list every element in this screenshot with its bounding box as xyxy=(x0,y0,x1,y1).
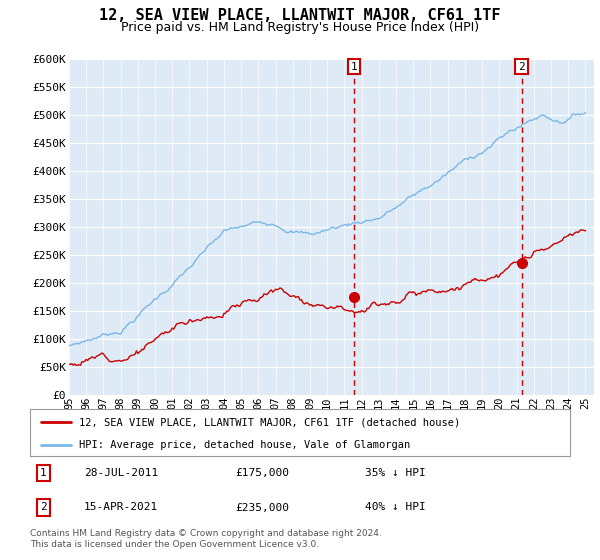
Text: 2: 2 xyxy=(40,502,47,512)
Text: 12, SEA VIEW PLACE, LLANTWIT MAJOR, CF61 1TF (detached house): 12, SEA VIEW PLACE, LLANTWIT MAJOR, CF61… xyxy=(79,417,460,427)
Text: 15-APR-2021: 15-APR-2021 xyxy=(84,502,158,512)
Text: 2: 2 xyxy=(518,62,525,72)
Text: Contains HM Land Registry data © Crown copyright and database right 2024.
This d: Contains HM Land Registry data © Crown c… xyxy=(30,529,382,549)
Text: 12, SEA VIEW PLACE, LLANTWIT MAJOR, CF61 1TF: 12, SEA VIEW PLACE, LLANTWIT MAJOR, CF61… xyxy=(99,8,501,24)
Text: 40% ↓ HPI: 40% ↓ HPI xyxy=(365,502,425,512)
Text: HPI: Average price, detached house, Vale of Glamorgan: HPI: Average price, detached house, Vale… xyxy=(79,440,410,450)
Text: 1: 1 xyxy=(351,62,358,72)
Text: £175,000: £175,000 xyxy=(235,468,289,478)
Text: 1: 1 xyxy=(40,468,47,478)
Text: Price paid vs. HM Land Registry's House Price Index (HPI): Price paid vs. HM Land Registry's House … xyxy=(121,21,479,34)
Text: 28-JUL-2011: 28-JUL-2011 xyxy=(84,468,158,478)
Text: £235,000: £235,000 xyxy=(235,502,289,512)
Text: 35% ↓ HPI: 35% ↓ HPI xyxy=(365,468,425,478)
